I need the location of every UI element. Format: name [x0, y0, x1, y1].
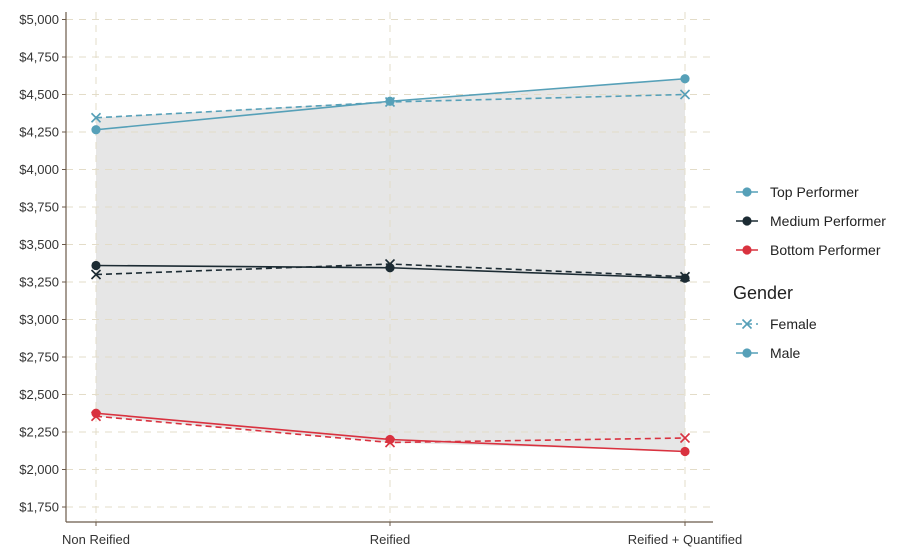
legend-swatch-point	[742, 348, 752, 358]
legend-title-gender: Gender	[733, 283, 793, 303]
y-tick-label: $5,000	[19, 12, 59, 27]
legend-item-medium-performer: Medium Performer	[736, 213, 886, 229]
series-top-performer-male	[91, 74, 690, 135]
legend-label: Female	[770, 316, 817, 332]
data-point	[679, 432, 691, 444]
data-point	[385, 434, 395, 445]
y-tick-label: $4,250	[19, 125, 59, 140]
legend-swatch-point	[742, 216, 752, 226]
legend-swatch-point	[741, 318, 753, 330]
x-marker-stroke	[90, 112, 102, 123]
y-tick-label: $1,750	[19, 500, 59, 515]
legend-item-male: Male	[736, 345, 801, 361]
data-point	[90, 112, 102, 123]
legend-swatch-point	[742, 245, 752, 255]
series-bottom-performer-male	[91, 408, 690, 457]
legend-label: Top Performer	[770, 184, 859, 200]
data-point	[679, 89, 691, 100]
x-marker-stroke	[679, 432, 691, 444]
y-tick-label: $3,750	[19, 200, 59, 215]
legend-item-bottom-performer: Bottom Performer	[736, 242, 881, 258]
y-tick-label: $2,250	[19, 425, 59, 440]
legend-swatch-point	[742, 187, 752, 197]
data-point	[680, 74, 690, 84]
series-medium-performer-male	[91, 260, 690, 283]
x-tick-label: Reified + Quantified	[628, 532, 743, 547]
data-point	[91, 408, 101, 418]
y-tick-label: $4,000	[19, 162, 59, 177]
data-point	[385, 263, 395, 273]
data-point	[91, 260, 101, 271]
data-point	[90, 269, 102, 280]
data-point	[680, 273, 690, 283]
y-tick-label: $3,500	[19, 237, 59, 252]
data-point	[680, 446, 690, 457]
x-tick-label: Reified	[370, 532, 410, 547]
y-tick-label: $4,500	[19, 87, 59, 102]
grid-layer	[66, 12, 713, 522]
x-tick-label: Non Reified	[62, 532, 130, 547]
legend-label: Male	[770, 345, 801, 361]
x-marker-stroke	[741, 318, 753, 330]
legend-label: Bottom Performer	[770, 242, 881, 258]
y-tick-label: $3,250	[19, 275, 59, 290]
x-marker-stroke	[679, 89, 691, 100]
y-tick-label: $4,750	[19, 50, 59, 65]
data-point	[91, 125, 101, 135]
x-marker-stroke	[90, 269, 102, 280]
y-tick-label: $3,000	[19, 312, 59, 327]
series-layer	[90, 74, 691, 457]
axis-layer: $1,750 $2,000 $2,250 $2,500 $2,750 $3,000 $3,2…	[19, 12, 742, 547]
data-point	[385, 96, 395, 106]
legend-item-female: Female	[736, 316, 817, 332]
legend-label: Medium Performer	[770, 213, 886, 229]
y-tick-label: $2,500	[19, 387, 59, 402]
legend-item-top-performer: Top Performer	[736, 184, 859, 200]
y-tick-label: $2,750	[19, 350, 59, 365]
legend: Top Performer Medium Performer Bottom Perf…	[733, 184, 886, 361]
y-tick-label: $2,000	[19, 462, 59, 477]
